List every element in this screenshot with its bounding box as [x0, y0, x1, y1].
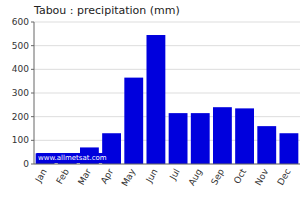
- x-tick-label: Jul: [167, 167, 182, 182]
- grid-line: [34, 45, 300, 46]
- bar: [191, 113, 210, 164]
- y-tick-label: 200: [12, 112, 29, 122]
- x-tick-label: Oct: [232, 167, 249, 186]
- x-tick-label: Sep: [209, 167, 226, 187]
- bar: [124, 78, 143, 164]
- watermark: www.allmetsat.com: [37, 153, 109, 163]
- x-tick-label: Mar: [76, 167, 93, 187]
- bar: [169, 113, 188, 164]
- grid-line: [34, 116, 300, 117]
- title: Tabou : precipitation (mm): [33, 4, 180, 17]
- grid-line: [34, 164, 300, 165]
- bar: [257, 126, 276, 164]
- y-tick-label: 600: [12, 17, 29, 27]
- bar: [279, 133, 298, 164]
- grid-line: [34, 93, 300, 94]
- bar: [235, 108, 254, 164]
- chart-container: Tabou : precipitation (mm) 0 100 200 300 400 5…: [0, 0, 306, 200]
- chart-svg: Tabou : precipitation (mm) 0 100 200 300 400 5…: [0, 0, 306, 200]
- watermark-text: www.allmetsat.com: [38, 154, 107, 162]
- y-axis: [34, 22, 35, 164]
- bar: [213, 107, 232, 164]
- y-tick-label: 0: [23, 159, 29, 169]
- y-tick-label: 500: [12, 41, 29, 51]
- grid-line: [34, 22, 300, 23]
- x-tick-label: Jun: [143, 167, 159, 185]
- x-tick-label: May: [120, 166, 138, 188]
- x-tick-label: Feb: [54, 167, 71, 186]
- y-tick-label: 300: [12, 88, 29, 98]
- x-tick-label: Aug: [187, 167, 204, 187]
- x-tick-label: Nov: [253, 166, 271, 187]
- y-tick-label: 100: [12, 135, 29, 145]
- y-tick-label: 400: [12, 64, 29, 74]
- x-axis: [34, 164, 300, 165]
- bars: [36, 35, 299, 164]
- x-tick-label: Apr: [99, 167, 116, 186]
- x-tick-label: Jan: [33, 167, 49, 185]
- bar: [146, 35, 165, 164]
- grid-line: [34, 69, 300, 70]
- x-tick-label: Dec: [275, 167, 292, 187]
- watermark-background: [37, 153, 109, 163]
